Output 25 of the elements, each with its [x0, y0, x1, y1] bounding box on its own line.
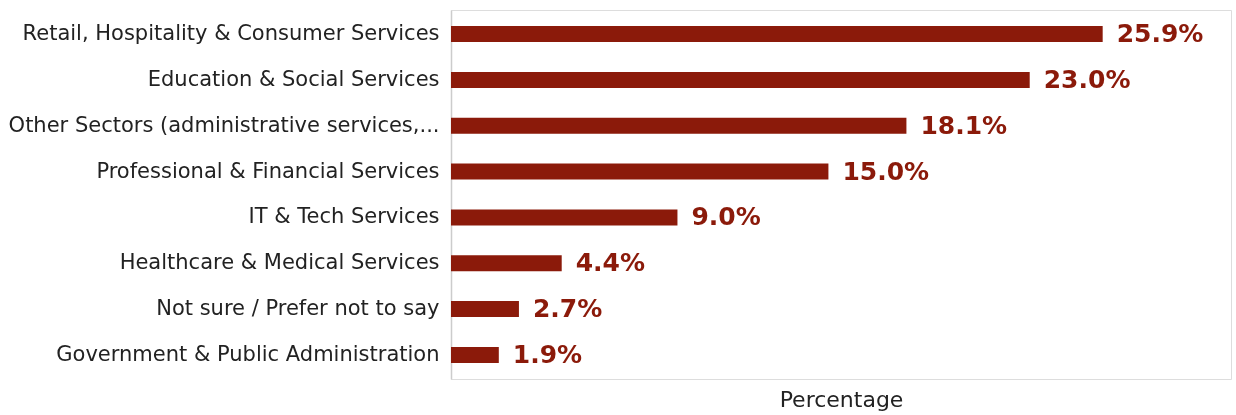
data-label: 18.1% [920, 110, 1008, 140]
data-label: 2.7% [532, 294, 603, 324]
data-label: 25.9% [1116, 19, 1204, 49]
bar [451, 26, 1103, 43]
y-tick-label: Retail, Hospitality & Consumer Services [22, 21, 440, 46]
data-label: 15.0% [842, 156, 930, 186]
bar [451, 117, 907, 134]
y-tick-label: Education & Social Services [147, 66, 440, 91]
data-label: 4.4% [575, 248, 646, 278]
y-tick-label: Professional & Financial Services [96, 158, 440, 183]
y-tick-label: Healthcare & Medical Services [119, 250, 440, 275]
data-label: 1.9% [512, 339, 583, 369]
bar [451, 255, 562, 272]
bar [451, 163, 829, 180]
bar [451, 71, 1030, 88]
y-tick-label: Other Sectors (administrative services,... [8, 112, 440, 137]
data-label: 23.0% [1043, 64, 1131, 94]
data-label: 9.0% [691, 202, 761, 232]
bar [451, 301, 519, 318]
bar [451, 346, 499, 363]
x-axis-title: Percentage [779, 386, 904, 412]
y-tick-label: IT & Tech Services [248, 204, 440, 229]
bar [451, 209, 678, 226]
y-tick-label: Government & Public Administration [56, 341, 440, 366]
y-tick-label: Not sure / Prefer not to say [156, 296, 440, 321]
